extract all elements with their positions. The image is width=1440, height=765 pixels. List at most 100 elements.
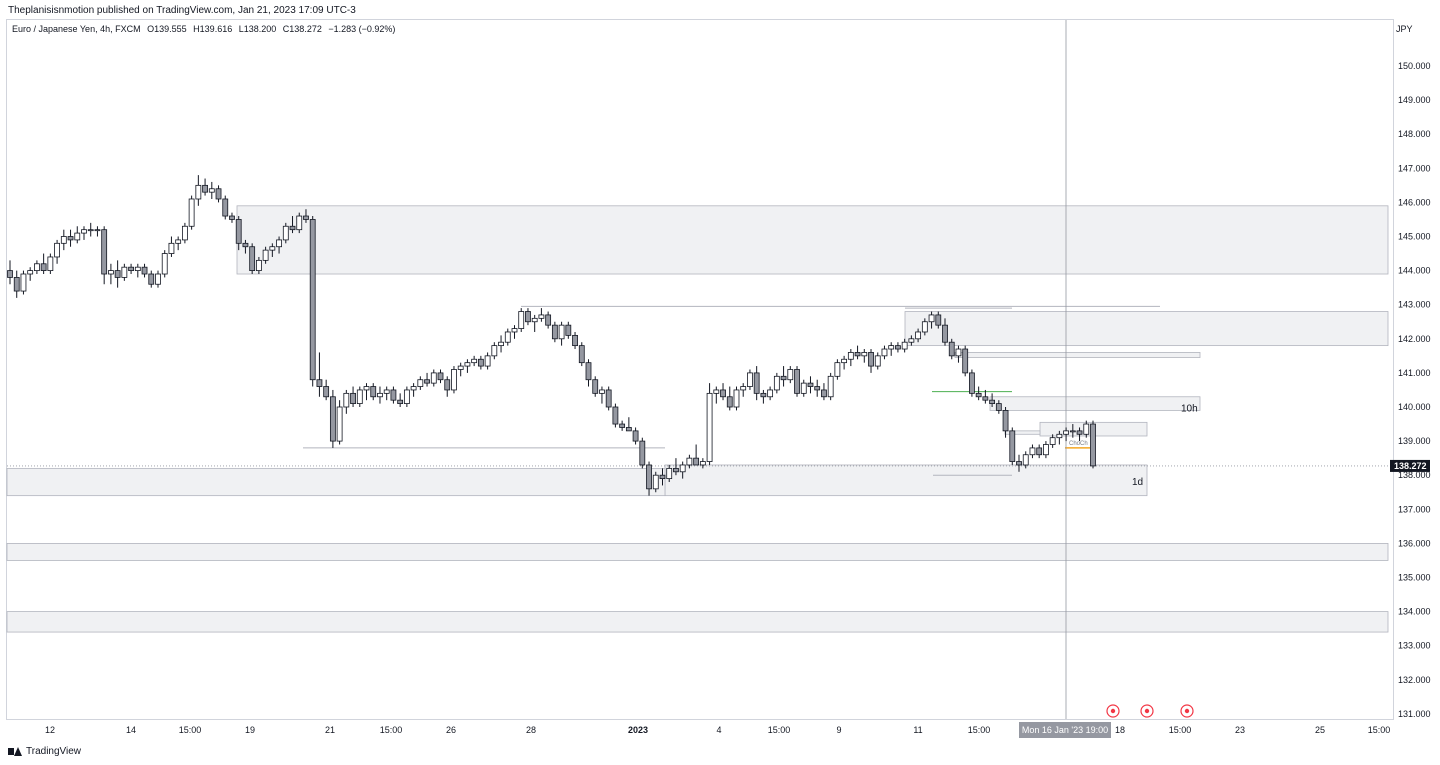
candle[interactable] [592, 379, 599, 394]
candle[interactable] [693, 457, 700, 466]
candle[interactable] [948, 341, 955, 357]
candle[interactable] [276, 239, 282, 248]
candle[interactable] [706, 392, 713, 462]
candle[interactable] [767, 389, 774, 398]
candle[interactable] [336, 406, 343, 442]
candle[interactable] [34, 263, 40, 271]
candle[interactable] [390, 389, 397, 401]
candle[interactable] [114, 270, 121, 278]
candle[interactable] [208, 188, 215, 193]
candle[interactable] [1063, 430, 1069, 435]
supply-demand-zone[interactable] [6, 543, 1389, 561]
supply-demand-zone[interactable] [236, 205, 1389, 275]
candle[interactable] [87, 229, 94, 232]
supply-demand-zone[interactable] [1004, 430, 1041, 435]
candle[interactable] [370, 386, 377, 398]
candle[interactable] [821, 389, 827, 398]
candle[interactable] [222, 198, 229, 217]
candle[interactable] [168, 242, 175, 254]
candle[interactable] [794, 369, 800, 394]
candle[interactable] [518, 311, 525, 329]
candle[interactable] [955, 348, 962, 357]
candle[interactable] [1036, 447, 1043, 456]
candle[interactable] [181, 225, 188, 241]
candle[interactable] [74, 232, 81, 241]
candle[interactable] [350, 392, 356, 404]
candle[interactable] [679, 464, 686, 473]
candle[interactable] [101, 229, 108, 275]
candle[interactable] [40, 263, 47, 271]
candle[interactable] [511, 328, 518, 333]
candle[interactable] [699, 461, 706, 466]
candle[interactable] [619, 423, 626, 428]
supply-demand-zone[interactable] [954, 352, 1201, 358]
candle[interactable] [760, 392, 767, 398]
candle[interactable] [572, 334, 578, 347]
candle[interactable] [861, 352, 868, 357]
candle[interactable] [229, 215, 235, 220]
candle[interactable] [303, 215, 309, 220]
candle[interactable] [962, 348, 969, 374]
candle[interactable] [477, 358, 484, 367]
candle[interactable] [403, 389, 410, 404]
candle[interactable] [585, 362, 592, 381]
candle[interactable] [773, 375, 780, 391]
candle[interactable] [94, 229, 101, 232]
candle[interactable] [531, 317, 538, 323]
candle[interactable] [747, 372, 753, 387]
candle[interactable] [928, 314, 935, 323]
candle[interactable] [908, 338, 915, 343]
candle[interactable] [673, 467, 679, 473]
candle[interactable] [921, 321, 928, 333]
candle[interactable] [720, 389, 726, 398]
candle[interactable] [814, 386, 821, 391]
candle[interactable] [430, 372, 437, 384]
supply-demand-zone[interactable] [904, 311, 1389, 347]
candle[interactable] [329, 396, 336, 442]
candle[interactable] [1056, 433, 1063, 439]
candle[interactable] [161, 253, 168, 275]
candle[interactable] [726, 396, 733, 408]
candle[interactable] [632, 430, 639, 442]
candle[interactable] [874, 355, 881, 367]
candle[interactable] [262, 249, 269, 261]
candle[interactable] [1022, 454, 1029, 466]
candle[interactable] [935, 314, 942, 326]
candle[interactable] [558, 324, 565, 340]
candle[interactable] [666, 467, 673, 480]
candle[interactable] [652, 474, 659, 490]
candle[interactable] [605, 389, 612, 408]
candle[interactable] [733, 389, 740, 408]
candle[interactable] [188, 198, 195, 227]
candle[interactable] [134, 266, 141, 272]
candle[interactable] [1049, 437, 1056, 445]
candle[interactable] [995, 403, 1002, 411]
candle[interactable] [457, 365, 464, 370]
candle[interactable] [202, 184, 208, 193]
candle[interactable] [464, 362, 471, 367]
candle[interactable] [451, 369, 457, 391]
candle[interactable] [471, 358, 478, 364]
candle[interactable] [659, 474, 666, 480]
chart-pane[interactable] [6, 19, 1394, 720]
candle[interactable] [807, 382, 814, 387]
candle[interactable] [128, 266, 134, 272]
candle[interactable] [7, 270, 13, 278]
candle[interactable] [54, 242, 60, 258]
candle[interactable] [108, 270, 114, 275]
candle[interactable] [148, 273, 155, 285]
candle[interactable] [363, 386, 370, 391]
candle[interactable] [915, 331, 922, 340]
candle[interactable] [249, 246, 256, 271]
candle[interactable] [424, 379, 430, 384]
candle[interactable] [713, 389, 720, 394]
supply-demand-zone[interactable] [6, 611, 1389, 633]
candle[interactable] [827, 375, 834, 398]
candle[interactable] [753, 372, 760, 394]
candle[interactable] [942, 324, 948, 343]
candle[interactable] [13, 277, 20, 292]
candle[interactable] [1083, 423, 1090, 435]
candle[interactable] [1069, 430, 1076, 433]
candle[interactable] [847, 352, 854, 360]
